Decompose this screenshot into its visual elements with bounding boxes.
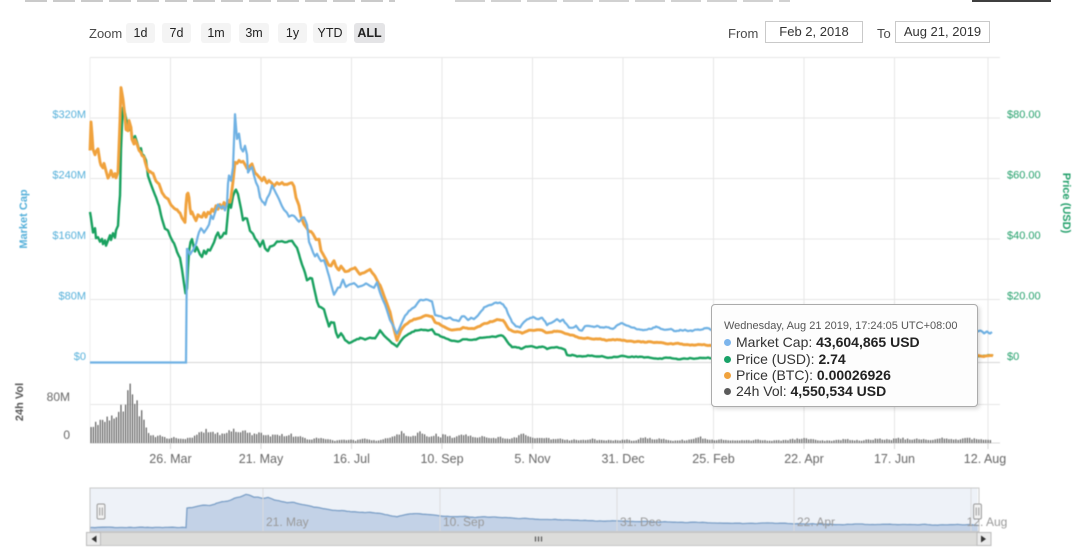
svg-text:24h Vol: 24h Vol	[14, 383, 26, 421]
svg-text:$80M: $80M	[58, 291, 86, 303]
svg-text:31. Dec: 31. Dec	[601, 452, 644, 466]
svg-text:$80.00: $80.00	[1007, 109, 1041, 121]
svg-text:22. Apr: 22. Apr	[784, 452, 824, 466]
svg-text:21. May: 21. May	[239, 452, 284, 466]
svg-text:5. Nov: 5. Nov	[514, 452, 551, 466]
svg-text:22. Apr: 22. Apr	[797, 515, 835, 529]
svg-text:$40.00: $40.00	[1007, 230, 1041, 242]
svg-text:16. Jul: 16. Jul	[333, 452, 370, 466]
svg-text:0: 0	[63, 428, 70, 442]
svg-text:10. Sep: 10. Sep	[443, 515, 485, 529]
svg-text:12. Aug: 12. Aug	[964, 452, 1006, 466]
svg-text:$0: $0	[74, 351, 86, 363]
svg-text:12. Aug: 12. Aug	[967, 515, 1008, 529]
svg-text:21. May: 21. May	[266, 515, 309, 529]
svg-text:10. Sep: 10. Sep	[420, 452, 463, 466]
svg-text:80M: 80M	[47, 390, 70, 404]
svg-text:26. Mar: 26. Mar	[149, 452, 191, 466]
svg-text:Market Cap: Market Cap	[18, 189, 30, 249]
svg-text:31. Dec: 31. Dec	[620, 515, 661, 529]
svg-text:$240M: $240M	[52, 170, 86, 182]
svg-text:$320M: $320M	[52, 109, 86, 121]
svg-text:17. Jun: 17. Jun	[874, 452, 915, 466]
svg-text:$160M: $160M	[52, 230, 86, 242]
svg-text:$0: $0	[1007, 351, 1019, 363]
svg-text:$60.00: $60.00	[1007, 170, 1041, 182]
svg-text:25. Feb: 25. Feb	[692, 452, 734, 466]
svg-text:Price (USD): Price (USD)	[1060, 173, 1072, 234]
svg-text:$20.00: $20.00	[1007, 291, 1041, 303]
